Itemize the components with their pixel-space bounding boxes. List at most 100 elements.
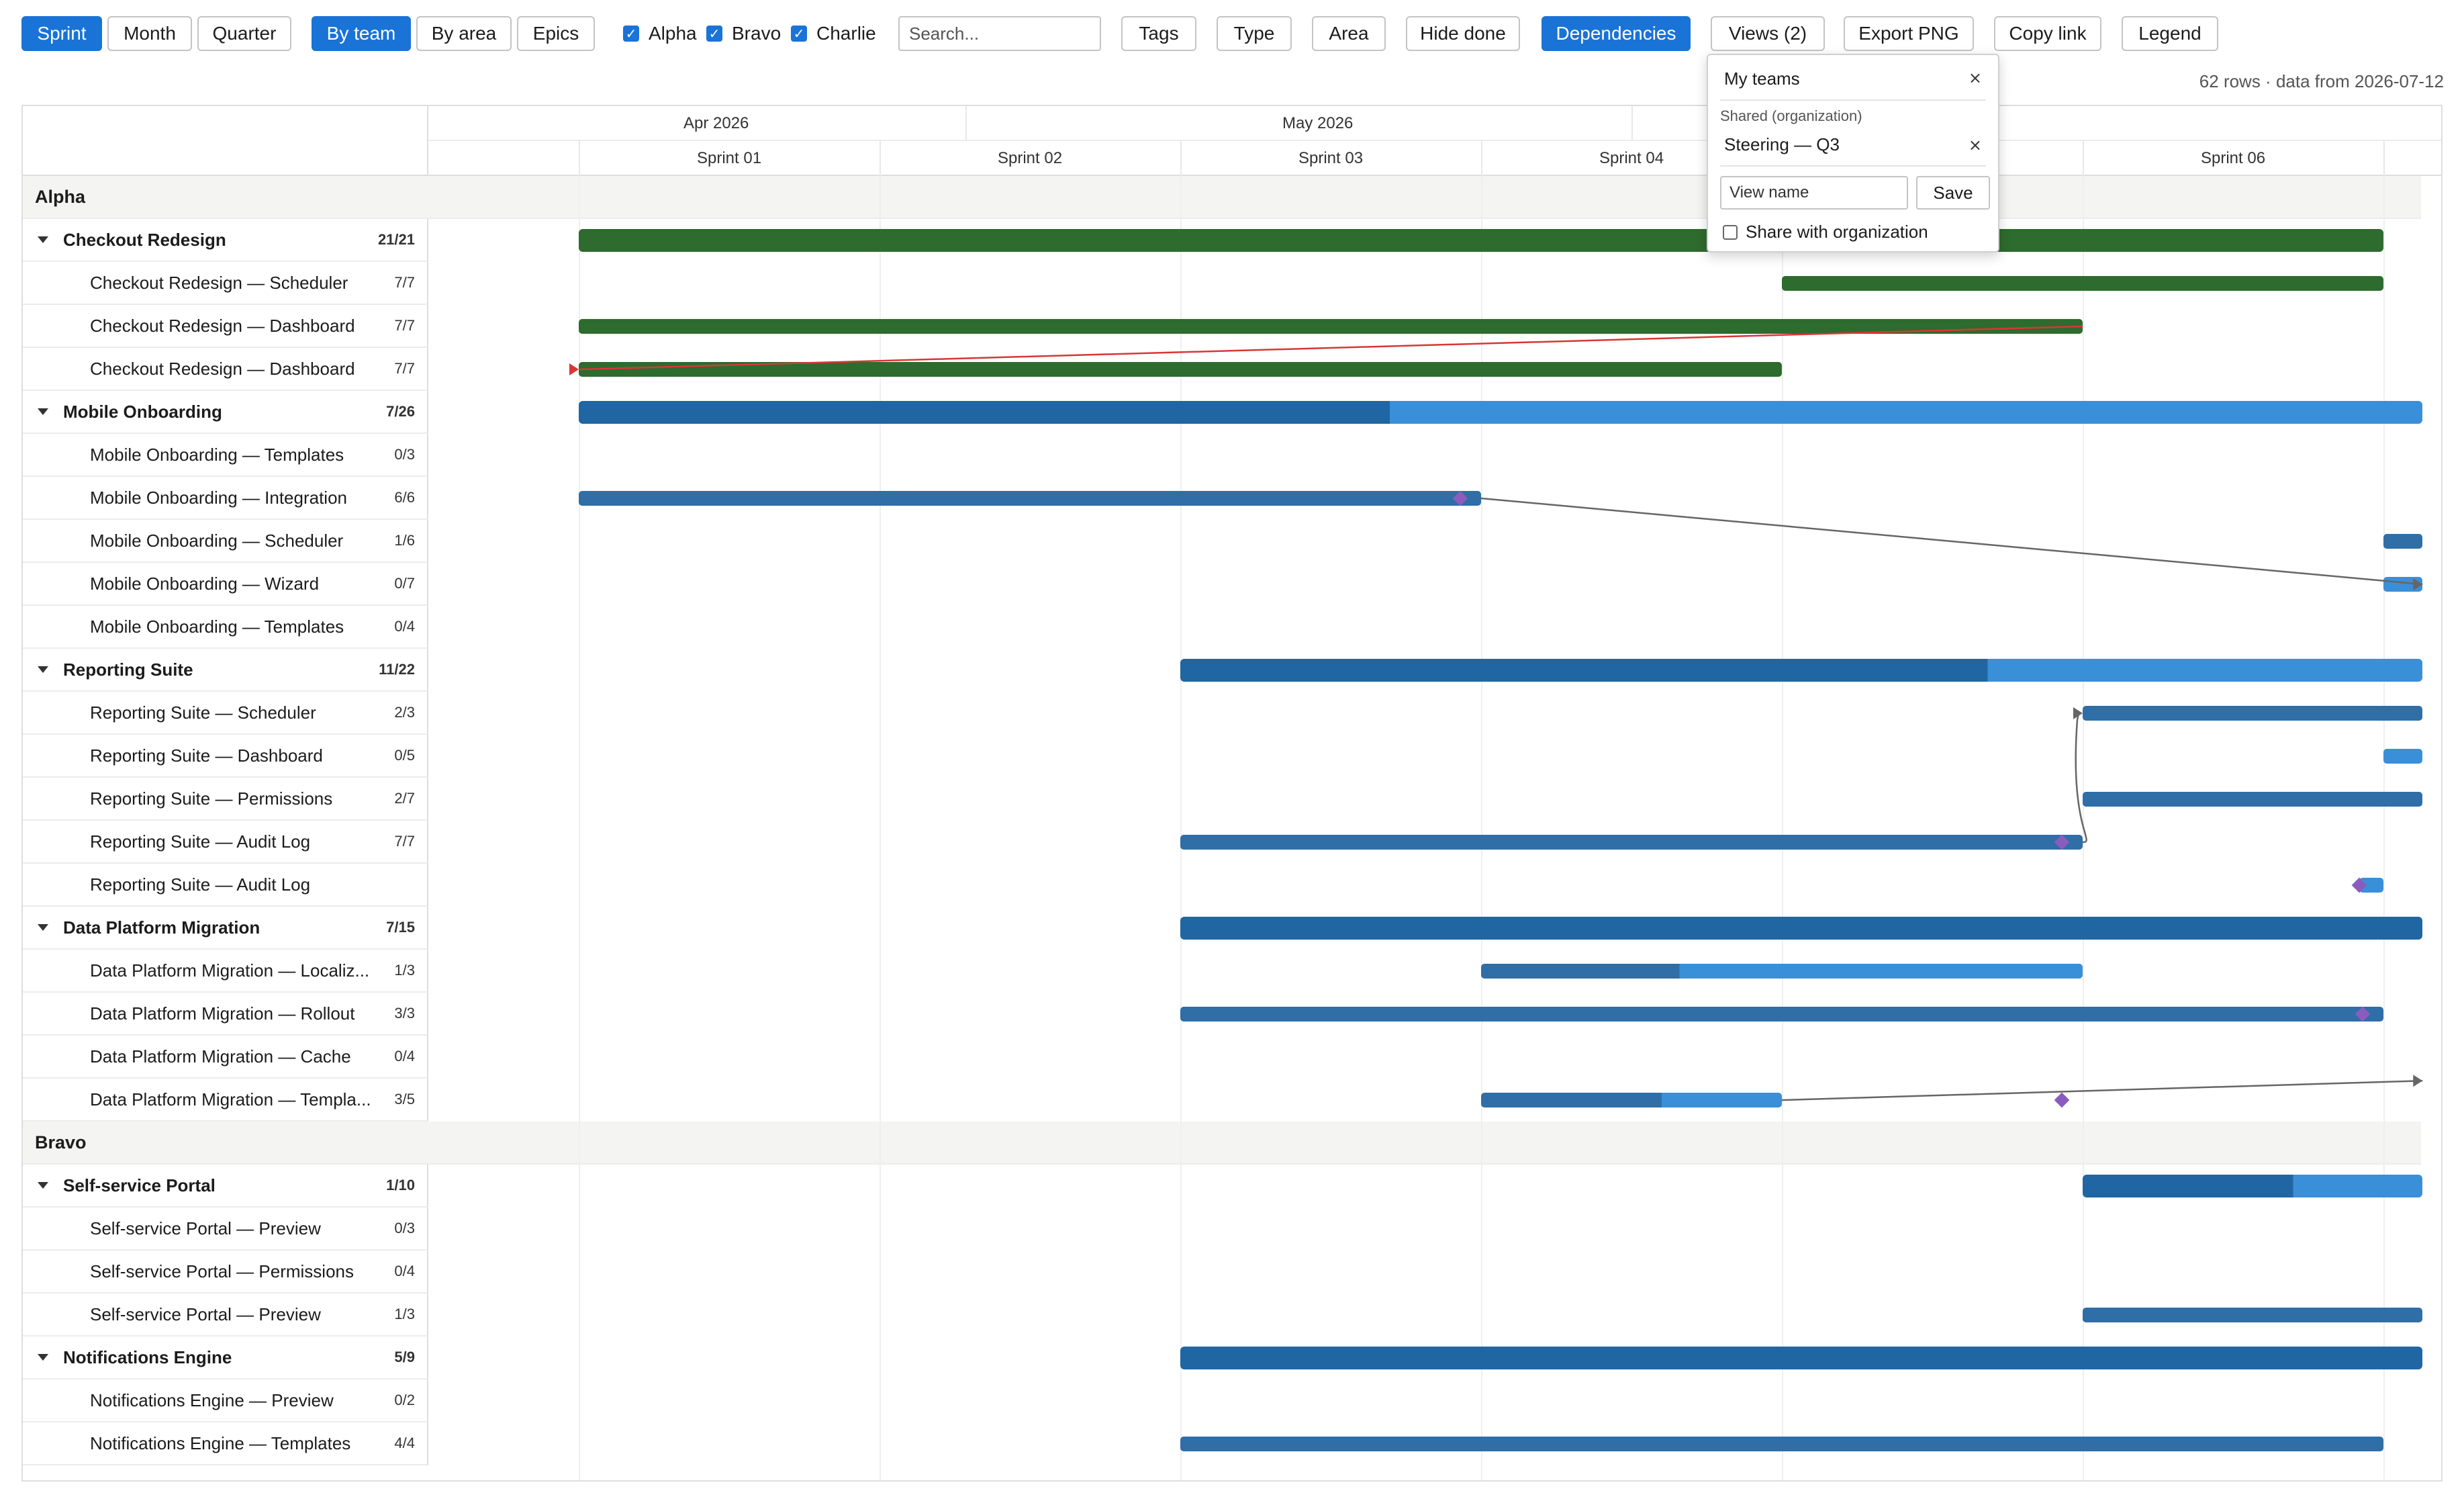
task-row[interactable]: Data Platform Migration — Templa... 3/5 xyxy=(23,1079,428,1122)
checkbox-checked-icon[interactable]: ✓ xyxy=(791,26,807,42)
task-bar[interactable] xyxy=(1782,276,2383,291)
collapse-caret-icon[interactable] xyxy=(38,408,48,415)
tags-filter-button[interactable]: Tags xyxy=(1121,16,1196,51)
task-row[interactable]: Data Platform Migration — Localiz... 1/3 xyxy=(23,950,428,993)
dependency-line[interactable] xyxy=(1781,1079,2423,1101)
view-item-my-teams[interactable]: My teams xyxy=(1724,69,1800,89)
group-epics-button[interactable]: Epics xyxy=(517,16,595,51)
task-title: Notifications Engine — Templates xyxy=(90,1433,351,1453)
dependencies-toggle-button[interactable]: Dependencies xyxy=(1542,16,1691,51)
epic-row[interactable]: Notifications Engine 5/9 xyxy=(23,1337,428,1379)
granularity-sprint-button[interactable]: Sprint xyxy=(21,16,102,51)
group-by-team-button[interactable]: By team xyxy=(312,16,411,51)
task-row[interactable]: Reporting Suite — Audit Log 7/7 xyxy=(23,821,428,864)
epic-bar[interactable] xyxy=(579,401,2423,424)
remove-view-close-icon[interactable]: × xyxy=(1968,69,1982,87)
task-bar[interactable] xyxy=(2083,1308,2423,1322)
task-row[interactable]: Self-service Portal — Preview 0/3 xyxy=(23,1208,428,1251)
task-bar[interactable] xyxy=(2083,792,2423,807)
collapse-caret-icon[interactable] xyxy=(38,1354,48,1361)
task-row[interactable]: Checkout Redesign — Dashboard 7/7 xyxy=(23,348,428,391)
task-bar[interactable] xyxy=(579,319,2083,334)
granularity-month-button[interactable]: Month xyxy=(107,16,192,51)
task-row[interactable]: Reporting Suite — Audit Log xyxy=(23,864,428,907)
share-with-organization-checkbox[interactable]: Share with organization xyxy=(1723,222,1928,242)
task-bar[interactable] xyxy=(1180,1007,2383,1022)
completion-count: 0/3 xyxy=(394,1220,415,1236)
team-group-row[interactable]: Alpha xyxy=(23,176,2421,219)
legend-button[interactable]: Legend xyxy=(2122,16,2218,51)
collapse-caret-icon[interactable] xyxy=(38,1182,48,1189)
checkbox-unchecked-icon[interactable] xyxy=(1723,224,1738,240)
task-row[interactable]: Reporting Suite — Permissions 2/7 xyxy=(23,778,428,821)
task-bar[interactable] xyxy=(1481,1093,1782,1107)
export-png-button[interactable]: Export PNG xyxy=(1844,16,1974,51)
task-row[interactable]: Data Platform Migration — Cache 0/4 xyxy=(23,1036,428,1079)
task-row[interactable]: Notifications Engine — Preview 0/2 xyxy=(23,1379,428,1422)
epic-bar[interactable] xyxy=(1180,1347,2423,1369)
task-bar[interactable] xyxy=(2383,577,2423,592)
task-row[interactable]: Checkout Redesign — Scheduler 7/7 xyxy=(23,262,428,305)
epic-row[interactable]: Self-service Portal 1/10 xyxy=(23,1165,428,1208)
task-row[interactable]: Self-service Portal — Permissions 0/4 xyxy=(23,1251,428,1294)
checkbox-checked-icon[interactable]: ✓ xyxy=(706,26,722,42)
collapse-caret-icon[interactable] xyxy=(38,924,48,931)
task-row[interactable]: Checkout Redesign — Dashboard 7/7 xyxy=(23,305,428,348)
task-bar[interactable] xyxy=(1180,1437,2383,1451)
area-filter-button[interactable]: Area xyxy=(1312,16,1386,51)
epic-row[interactable]: Reporting Suite 11/22 xyxy=(23,649,428,692)
task-row[interactable]: Mobile Onboarding — Wizard 0/7 xyxy=(23,563,428,606)
task-row[interactable]: Data Platform Migration — Rollout 3/3 xyxy=(23,993,428,1036)
view-item-steering-q3[interactable]: Steering — Q3 xyxy=(1724,134,1840,154)
task-row[interactable]: Self-service Portal — Preview 1/3 xyxy=(23,1294,428,1337)
task-row[interactable]: Mobile Onboarding — Templates 0/3 xyxy=(23,434,428,477)
group-by-area-button[interactable]: By area xyxy=(416,16,512,51)
task-bar[interactable] xyxy=(1180,835,2083,850)
epic-row[interactable]: Checkout Redesign 21/21 xyxy=(23,219,428,262)
shared-views-heading: Shared (organization) xyxy=(1720,107,1862,124)
collapse-caret-icon[interactable] xyxy=(38,666,48,673)
team-filter-bravo[interactable]: ✓ Bravo xyxy=(706,20,781,47)
epic-bar[interactable] xyxy=(579,229,2383,252)
epic-bar[interactable] xyxy=(1180,659,2423,682)
task-row[interactable]: Mobile Onboarding — Integration 6/6 xyxy=(23,477,428,520)
milestone-diamond-icon[interactable] xyxy=(2054,1092,2069,1108)
save-view-button[interactable]: Save xyxy=(1916,176,1990,210)
task-title: Mobile Onboarding — Scheduler xyxy=(90,530,344,551)
task-row[interactable]: Mobile Onboarding — Templates 0/4 xyxy=(23,606,428,649)
view-name-input[interactable] xyxy=(1720,176,1908,210)
task-row[interactable]: Notifications Engine — Templates 4/4 xyxy=(23,1422,428,1465)
epic-bar[interactable] xyxy=(1180,917,2423,940)
granularity-quarter-button[interactable]: Quarter xyxy=(197,16,291,51)
task-row[interactable]: Reporting Suite — Scheduler 2/3 xyxy=(23,692,428,735)
hide-done-button[interactable]: Hide done xyxy=(1406,16,1520,51)
task-bar[interactable] xyxy=(2359,878,2383,893)
epic-row[interactable]: Data Platform Migration 7/15 xyxy=(23,907,428,950)
dependency-line[interactable] xyxy=(1480,497,2423,586)
task-bar[interactable] xyxy=(579,491,1481,506)
completion-count: 0/4 xyxy=(394,618,415,635)
search-input[interactable] xyxy=(898,16,1101,51)
dependency-arrowhead-icon xyxy=(2413,1075,2423,1087)
team-filter-charlie[interactable]: ✓ Charlie xyxy=(791,20,876,47)
task-bar[interactable] xyxy=(2383,534,2423,549)
task-row[interactable]: Reporting Suite — Dashboard 0/5 xyxy=(23,735,428,778)
team-filter-alpha-label: Alpha xyxy=(649,23,697,44)
task-bar[interactable] xyxy=(579,362,1782,377)
team-group-row[interactable]: Bravo xyxy=(23,1122,2421,1165)
views-menu-button[interactable]: Views (2) xyxy=(1711,16,1825,51)
checkbox-checked-icon[interactable]: ✓ xyxy=(623,26,639,42)
remove-shared-view-close-icon[interactable]: × xyxy=(1968,136,1982,154)
timeline-area[interactable] xyxy=(428,176,2441,1480)
type-filter-button[interactable]: Type xyxy=(1217,16,1292,51)
dependency-line[interactable] xyxy=(2075,713,2087,844)
task-row[interactable]: Mobile Onboarding — Scheduler 1/6 xyxy=(23,520,428,563)
copy-link-button[interactable]: Copy link xyxy=(1994,16,2101,51)
epic-row[interactable]: Mobile Onboarding 7/26 xyxy=(23,391,428,434)
collapse-caret-icon[interactable] xyxy=(38,236,48,243)
task-bar[interactable] xyxy=(2083,706,2423,721)
task-bar[interactable] xyxy=(1481,964,2083,979)
epic-bar[interactable] xyxy=(2083,1175,2423,1197)
team-filter-alpha[interactable]: ✓ Alpha xyxy=(623,20,697,47)
task-bar[interactable] xyxy=(2383,749,2423,764)
